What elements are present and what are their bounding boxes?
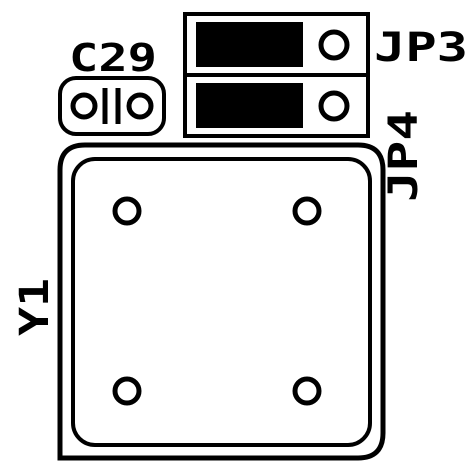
crystal-label: Y1 — [12, 278, 58, 336]
capacitor-outline — [58, 76, 166, 136]
jp3-pad-round — [318, 29, 350, 61]
crystal-pad-bottom-right — [292, 376, 322, 406]
capacitor-label: C29 — [69, 36, 157, 80]
jumper-bottom-label: JP4 — [381, 110, 427, 202]
jumper-block — [183, 12, 370, 138]
jp4-pad-square — [196, 83, 303, 128]
crystal-pad-bottom-left — [112, 376, 142, 406]
capacitor-pad-left — [70, 92, 98, 120]
jp3-pad-square — [196, 22, 303, 67]
crystal-outer-outline — [57, 142, 386, 461]
crystal-pad-top-right — [292, 196, 322, 226]
crystal-pad-top-left — [112, 196, 142, 226]
capacitor-c29-footprint — [58, 76, 166, 136]
crystal-y1-footprint — [57, 142, 386, 461]
crystal-inner-outline — [71, 157, 372, 447]
jp4-pad-round — [318, 90, 350, 122]
capacitor-pad-right — [126, 92, 154, 120]
jumper-top-label: JP3 — [374, 25, 468, 71]
